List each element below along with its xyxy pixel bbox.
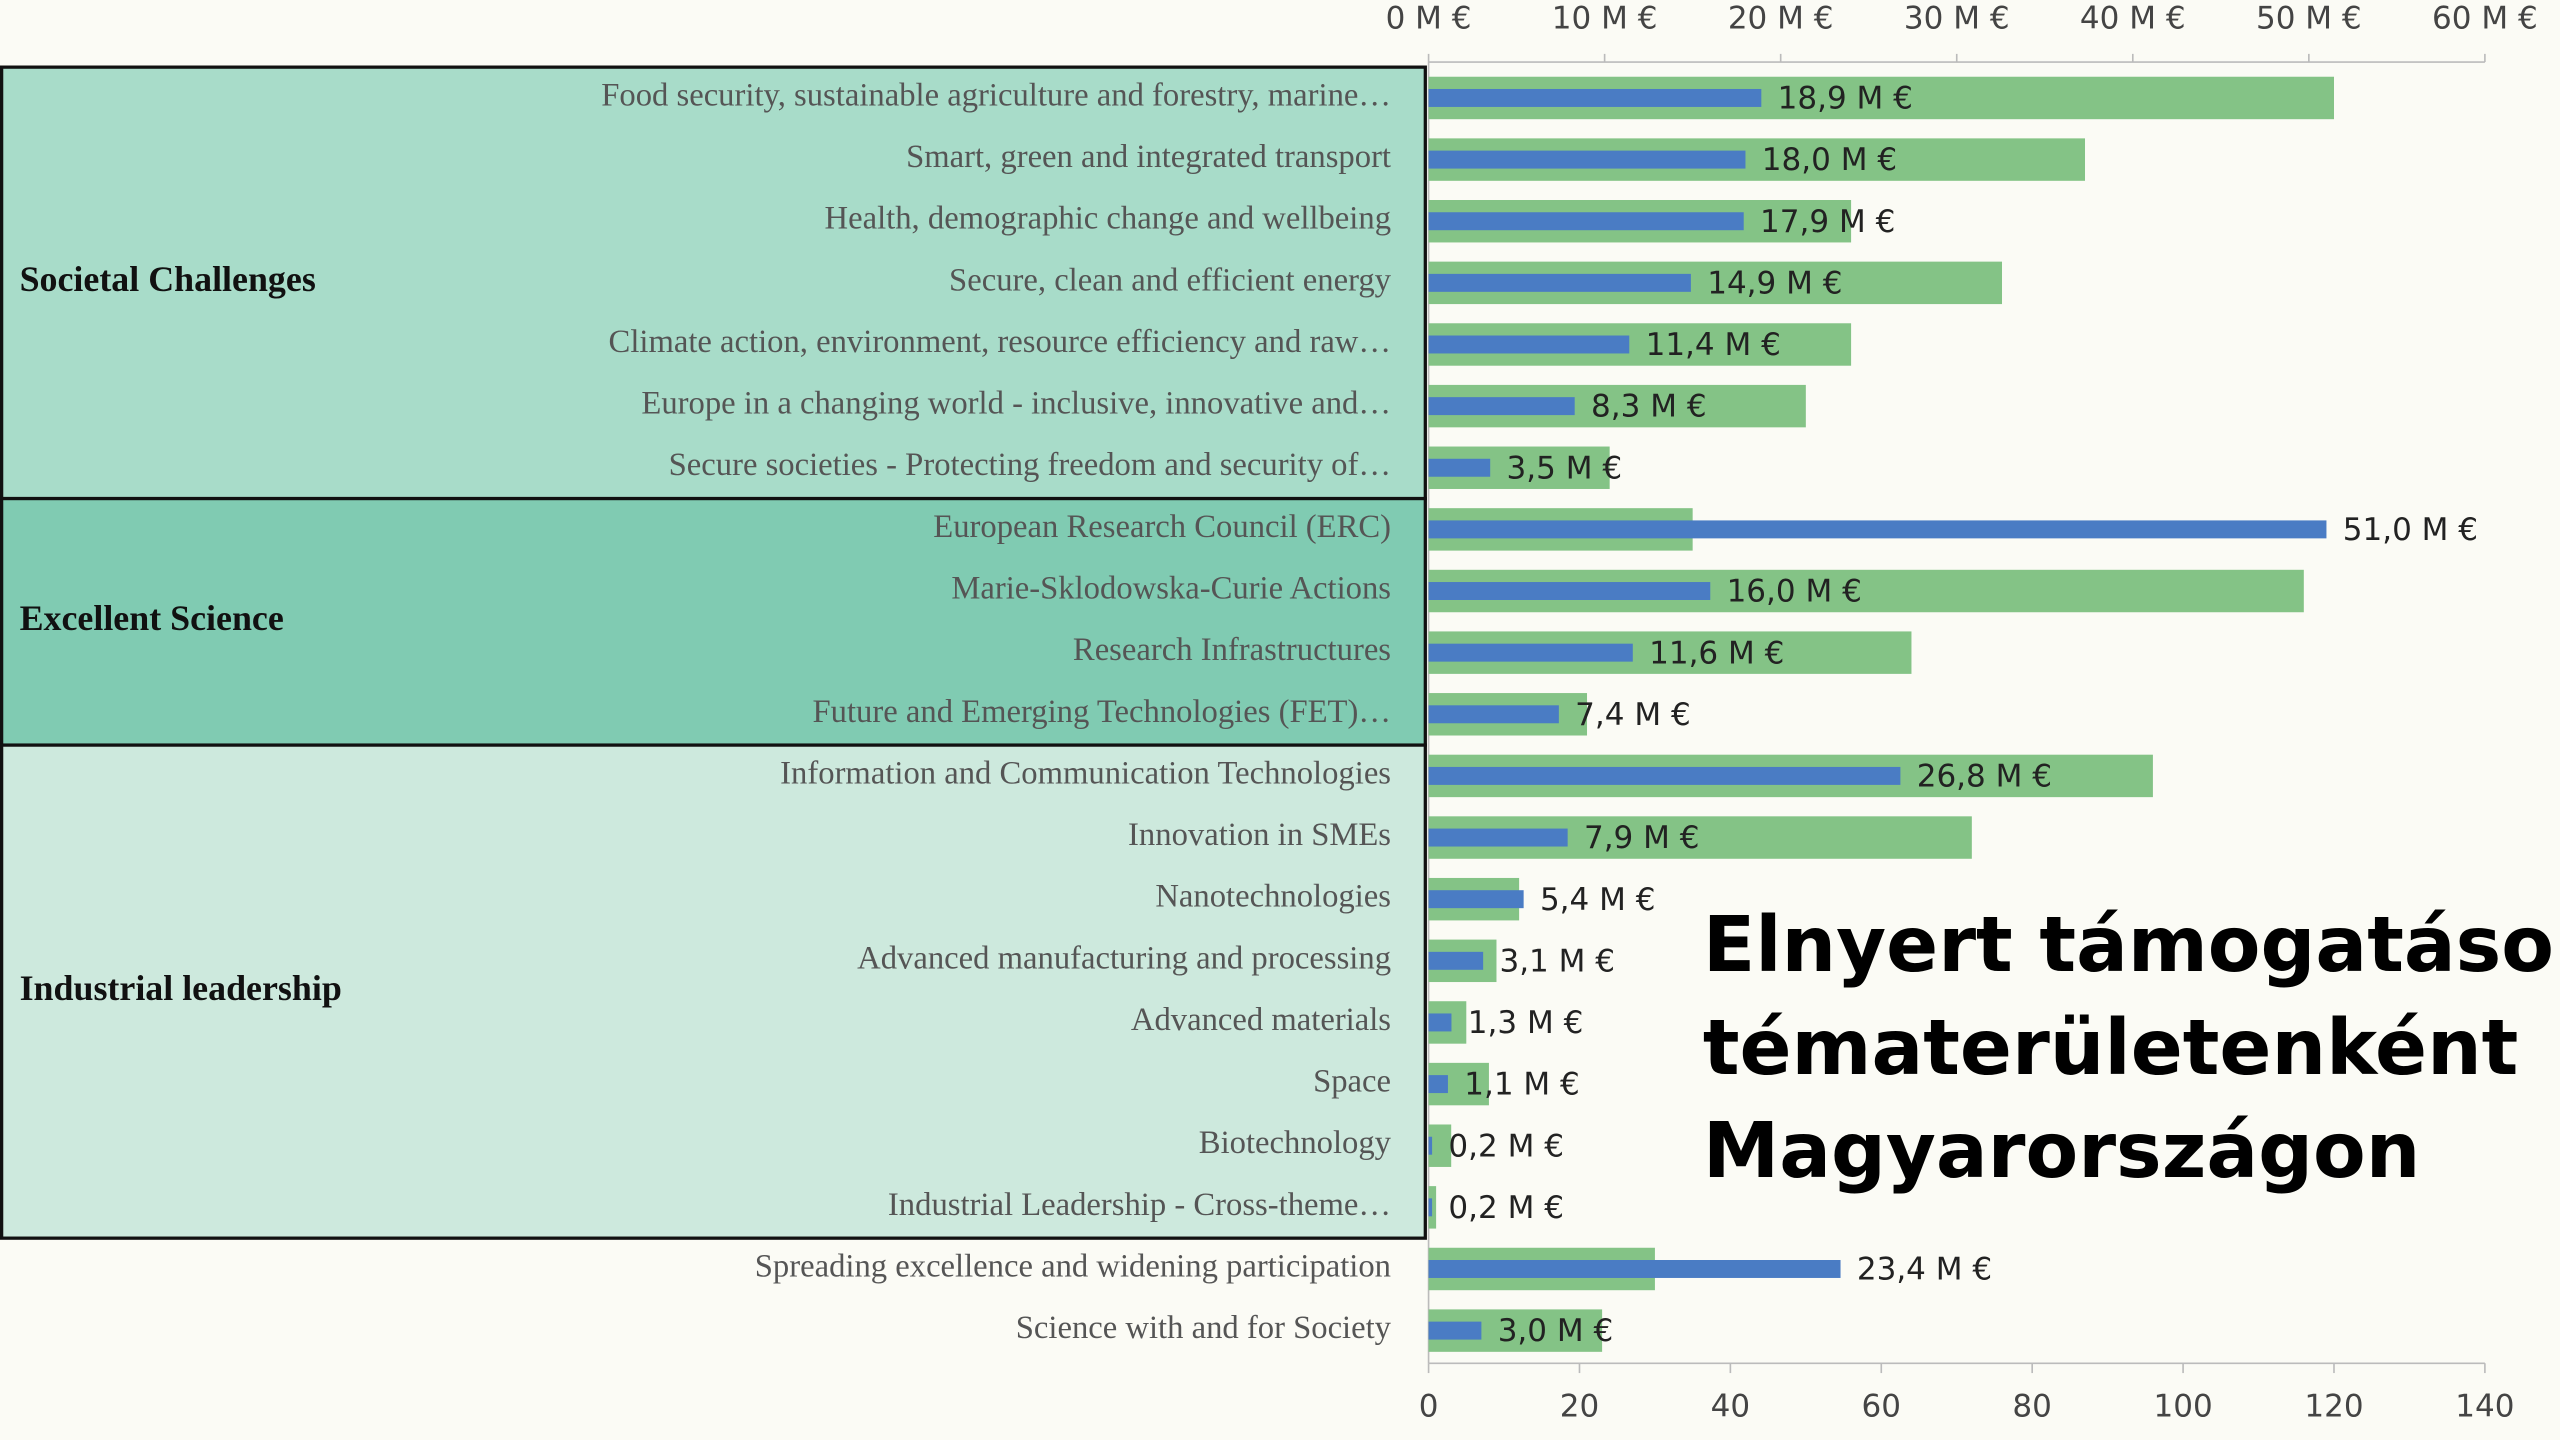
bottom-tick-label: 20 [1560, 1388, 1599, 1424]
category-label: Nanotechnologies [1155, 879, 1391, 915]
bar [1428, 88, 1762, 107]
bottom-tick-label: 120 [2304, 1388, 2363, 1424]
category-label: Biotechnology [1199, 1125, 1392, 1161]
category-label: Science with and for Society [1016, 1310, 1392, 1346]
bar [1428, 458, 1491, 477]
bar [1428, 643, 1633, 662]
value-label: 0,2 M € [1448, 1128, 1564, 1164]
value-label: 3,0 M € [1498, 1313, 1614, 1349]
category-label: Information and Communication Technologi… [780, 755, 1391, 791]
value-label: 26,8 M € [1917, 759, 2052, 795]
category-label: Industrial Leadership - Cross-theme… [888, 1187, 1391, 1223]
bar [1428, 1013, 1452, 1032]
bar [1428, 705, 1559, 724]
group-label: Societal Challenges [20, 259, 316, 299]
top-tick-label: 30 M € [1904, 1, 2010, 37]
category-label: Future and Emerging Technologies (FET)… [813, 694, 1391, 730]
bottom-tick-label: 40 [1711, 1388, 1750, 1424]
group-box [0, 743, 1427, 1240]
bottom-tick-label: 60 [1862, 1388, 1901, 1424]
category-label: Secure, clean and efficient energy [949, 262, 1392, 298]
value-label: 1,3 M € [1468, 1005, 1584, 1041]
bar [1428, 1186, 1437, 1229]
bottom-tick-label: 140 [2455, 1388, 2514, 1424]
value-label: 7,4 M € [1575, 697, 1691, 733]
top-tick-label: 10 M € [1552, 1, 1658, 37]
value-label: 1,1 M € [1464, 1067, 1580, 1103]
top-tick-label: 50 M € [2256, 1, 2362, 37]
category-label: Research Infrastructures [1073, 632, 1391, 668]
value-label: 18,9 M € [1778, 81, 1913, 117]
value-label: 14,9 M € [1707, 265, 1842, 301]
top-tick-label: 0 M € [1386, 1, 1472, 37]
bar [1428, 1136, 1433, 1155]
value-label: 16,0 M € [1727, 574, 1862, 610]
chart-title: tématerületenként [1703, 1004, 2519, 1093]
value-label: 11,4 M € [1646, 327, 1781, 363]
chart-title: Magyarországon [1703, 1107, 2421, 1196]
category-label: Secure societies - Protecting freedom an… [669, 447, 1391, 483]
value-label: 0,2 M € [1448, 1190, 1564, 1226]
top-tick-label: 60 M € [2432, 1, 2538, 37]
category-label: Advanced materials [1131, 1002, 1391, 1038]
category-label: Spreading excellence and widening partic… [755, 1248, 1391, 1284]
bar [1428, 582, 1711, 600]
bottom-tick-label: 80 [2012, 1388, 2051, 1424]
value-label: 23,4 M € [1857, 1252, 1992, 1288]
bar [1428, 335, 1630, 354]
bar [1428, 828, 1568, 847]
category-label: Climate action, environment, resource ef… [609, 324, 1391, 360]
category-label: European Research Council (ERC) [933, 509, 1391, 545]
value-label: 3,1 M € [1499, 943, 1615, 979]
bar [1428, 397, 1575, 416]
bar [1428, 1124, 1452, 1167]
bottom-tick-label: 100 [2153, 1388, 2212, 1424]
chart-title: Elnyert támogatások [1703, 901, 2560, 990]
category-label: Health, demographic change and wellbeing [825, 201, 1391, 237]
category-label: Innovation in SMEs [1128, 817, 1391, 853]
group-box [0, 496, 1427, 747]
bar [1428, 1321, 1482, 1340]
bar [1428, 1198, 1433, 1217]
bar [1428, 520, 2327, 539]
bar [1428, 890, 1524, 909]
value-label: 51,0 M € [2343, 512, 2478, 548]
value-label: 17,9 M € [1760, 204, 1895, 240]
top-tick-label: 40 M € [2080, 1, 2186, 37]
bottom-tick-label: 0 [1419, 1388, 1439, 1424]
value-label: 8,3 M € [1591, 389, 1707, 425]
bar [1428, 212, 1744, 231]
group-box [0, 65, 1427, 501]
bar [1428, 150, 1746, 169]
category-label: Europe in a changing world - inclusive, … [641, 386, 1391, 422]
top-tick-label: 20 M € [1728, 1, 1834, 37]
bar [1428, 951, 1484, 970]
bar [1428, 766, 1901, 785]
bar [1428, 273, 1691, 292]
bar [1428, 1075, 1448, 1094]
value-label: 11,6 M € [1649, 635, 1784, 671]
value-label: 5,4 M € [1540, 882, 1656, 918]
value-label: 7,9 M € [1584, 820, 1700, 856]
category-label: Space [1313, 1064, 1391, 1100]
value-label: 18,0 M € [1762, 142, 1897, 178]
category-label: Smart, green and integrated transport [906, 139, 1391, 175]
bar [1428, 1260, 1841, 1278]
category-label: Food security, sustainable agriculture a… [601, 77, 1391, 113]
group-label: Industrial leadership [20, 968, 342, 1008]
category-label: Marie-Sklodowska-Curie Actions [951, 571, 1391, 607]
category-label: Advanced manufacturing and processing [857, 940, 1391, 976]
value-label: 3,5 M € [1507, 450, 1623, 486]
group-label: Excellent Science [20, 598, 284, 638]
